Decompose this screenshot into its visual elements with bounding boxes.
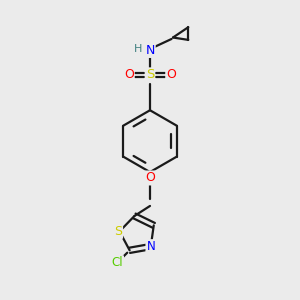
Text: N: N xyxy=(145,44,155,57)
Text: H: H xyxy=(134,44,142,54)
Text: O: O xyxy=(124,68,134,81)
Text: O: O xyxy=(145,172,155,184)
Text: S: S xyxy=(146,68,154,81)
Text: S: S xyxy=(114,225,122,238)
Text: Cl: Cl xyxy=(112,256,123,269)
Text: O: O xyxy=(166,68,176,81)
Text: N: N xyxy=(146,240,155,253)
